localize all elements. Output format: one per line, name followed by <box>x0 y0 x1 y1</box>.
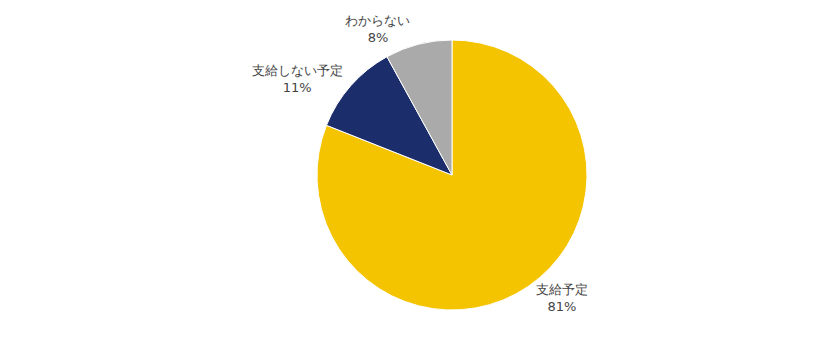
svg-text:支給予定81%: 支給予定81% <box>536 282 588 314</box>
svg-text:支給しない予定11%: 支給しない予定11% <box>252 63 343 95</box>
svg-text:わからない8%: わからない8% <box>345 13 410 45</box>
